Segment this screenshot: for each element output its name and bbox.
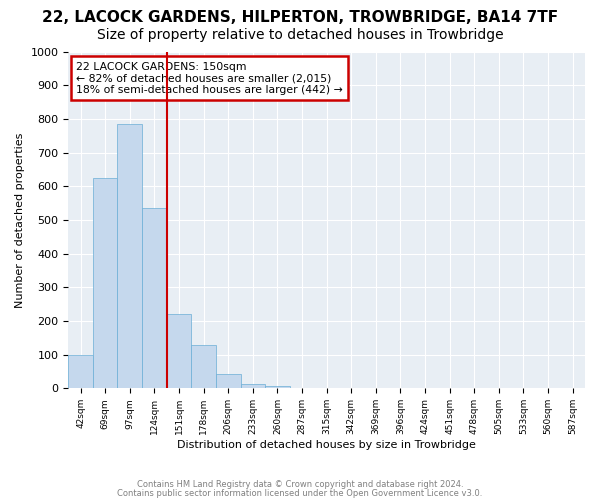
Text: Contains HM Land Registry data © Crown copyright and database right 2024.: Contains HM Land Registry data © Crown c… — [137, 480, 463, 489]
Bar — [216, 374, 241, 388]
Text: Size of property relative to detached houses in Trowbridge: Size of property relative to detached ho… — [97, 28, 503, 42]
Bar — [93, 178, 118, 388]
Text: 22, LACOCK GARDENS, HILPERTON, TROWBRIDGE, BA14 7TF: 22, LACOCK GARDENS, HILPERTON, TROWBRIDG… — [42, 10, 558, 25]
Bar — [265, 386, 290, 388]
Bar — [191, 344, 216, 389]
Bar — [167, 314, 191, 388]
X-axis label: Distribution of detached houses by size in Trowbridge: Distribution of detached houses by size … — [177, 440, 476, 450]
Text: Contains public sector information licensed under the Open Government Licence v3: Contains public sector information licen… — [118, 488, 482, 498]
Bar — [241, 384, 265, 388]
Bar — [68, 354, 93, 388]
Bar — [142, 208, 167, 388]
Bar — [118, 124, 142, 388]
Y-axis label: Number of detached properties: Number of detached properties — [15, 132, 25, 308]
Text: 22 LACOCK GARDENS: 150sqm
← 82% of detached houses are smaller (2,015)
18% of se: 22 LACOCK GARDENS: 150sqm ← 82% of detac… — [76, 62, 343, 95]
